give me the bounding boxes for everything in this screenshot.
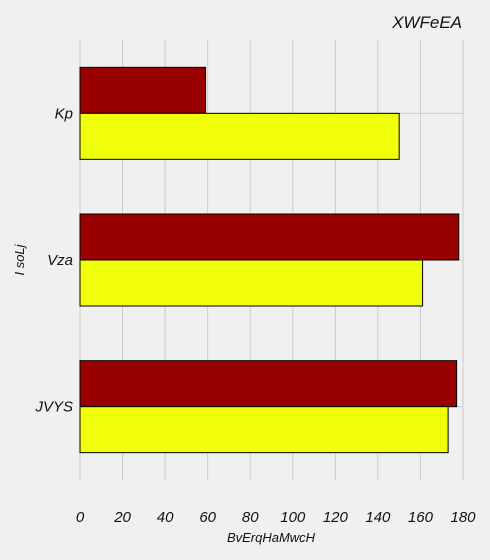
bar	[79, 406, 449, 454]
bar	[79, 66, 207, 114]
bars	[79, 66, 460, 454]
bar	[79, 360, 458, 408]
bar	[79, 112, 400, 160]
y-tick-label: Vza	[47, 252, 73, 269]
bar	[79, 213, 460, 261]
x-tick-label: 60	[199, 509, 216, 526]
tick-labels: 0 20 40 60 80 100 120 140 160 180 JVYS Vza Kp	[34, 105, 476, 526]
bar	[79, 259, 424, 307]
x-tick-label: 160	[408, 509, 434, 526]
x-tick-label: 180	[450, 509, 476, 526]
x-tick-label: 120	[323, 509, 349, 526]
x-tick-label: 0	[76, 509, 85, 526]
x-tick-label: 140	[365, 509, 391, 526]
x-tick-label: 20	[113, 509, 131, 526]
y-tick-label: Kp	[55, 105, 73, 122]
y-tick-label: JVYS	[34, 399, 73, 416]
x-axis-label: BvErqHaMwcH	[227, 530, 316, 545]
x-tick-label: 40	[157, 509, 174, 526]
x-tick-label: 80	[242, 509, 259, 526]
chart-title: XWFeEA	[391, 13, 462, 32]
x-tick-label: 100	[280, 509, 306, 526]
y-axis-label: I soLj	[12, 243, 27, 275]
